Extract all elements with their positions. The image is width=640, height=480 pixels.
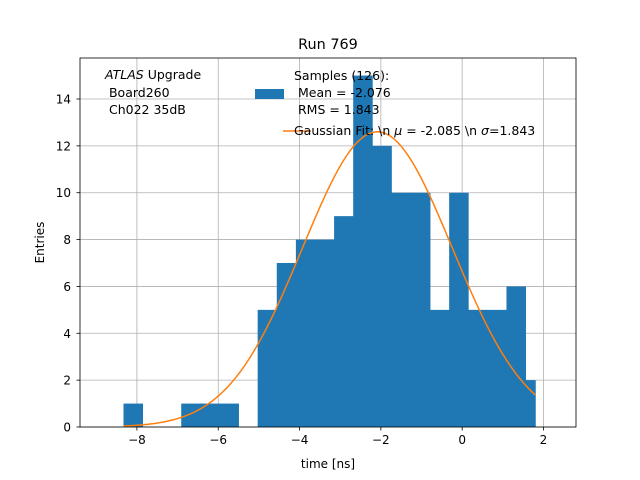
- histogram-bar: [391, 192, 412, 427]
- board-label: Board260: [105, 85, 170, 100]
- plot-frame: [79, 57, 577, 428]
- legend: Samples (126): Mean = -2.076 RMS = 1.843…: [255, 68, 535, 138]
- y-tick-label: 10: [56, 186, 71, 200]
- x-tick-label: −8: [128, 433, 146, 447]
- y-axis-label: Entries: [33, 222, 47, 264]
- histogram-bar: [430, 309, 450, 427]
- legend-samples-rms: RMS = 1.843: [294, 102, 380, 117]
- y-tick-label: 0: [63, 421, 71, 435]
- histogram-bar: [295, 239, 316, 427]
- legend-samples-title: Samples (126):: [294, 68, 389, 83]
- gaussian-fit-line: [123, 131, 536, 427]
- atlas-annotation-line1: ATLAS Upgrade: [104, 67, 201, 82]
- histogram-bar: [257, 309, 278, 427]
- y-tick-label: 6: [63, 280, 71, 294]
- fit-label-prefix: Gaussian Fit: \n: [294, 123, 394, 138]
- histogram-bar: [353, 75, 373, 428]
- channel-label: Ch022 35dB: [105, 102, 186, 117]
- histogram-bar: [410, 192, 431, 427]
- y-tick-label: 8: [63, 233, 71, 247]
- x-axis-label: time [ns]: [301, 457, 355, 471]
- x-tick-label: −6: [209, 433, 227, 447]
- x-tick-label: −2: [372, 433, 390, 447]
- atlas-label: ATLAS: [104, 67, 144, 82]
- chart-title: Run 769: [298, 37, 358, 53]
- x-axis-ticks: −8 −6 −4 −2 0 2: [128, 427, 547, 447]
- y-tick-label: 2: [63, 374, 71, 388]
- histogram-bar: [334, 216, 354, 427]
- y-tick-label: 14: [56, 93, 71, 107]
- histogram-bar: [449, 192, 469, 427]
- sigma-symbol: σ: [481, 123, 490, 138]
- histogram-bar: [468, 309, 488, 427]
- sigma-value: =1.843: [489, 123, 535, 138]
- x-tick-label: 2: [540, 433, 548, 447]
- upgrade-label: Upgrade: [144, 67, 202, 82]
- histogram-bar: [276, 263, 297, 427]
- atlas-annotation: ATLAS Upgrade Board260 Ch022 35dB: [104, 67, 201, 117]
- mu-symbol: μ: [393, 123, 402, 138]
- histogram-bar: [314, 239, 335, 427]
- mu-value: = -2.085 \n: [402, 123, 481, 138]
- histogram-bar: [506, 286, 526, 427]
- histogram-bar: [487, 309, 507, 427]
- histogram-bar: [200, 403, 220, 427]
- histogram-bar: [123, 403, 144, 427]
- histogram-bar: [181, 403, 201, 427]
- y-tick-label: 4: [63, 327, 71, 341]
- legend-samples-mean: Mean = -2.076: [294, 85, 391, 100]
- y-axis-ticks: 0 2 4 6 8 10 12 14: [56, 93, 80, 435]
- histogram-bar: [219, 403, 239, 427]
- legend-samples-swatch: [255, 89, 284, 99]
- x-tick-label: −4: [291, 433, 309, 447]
- histogram-bar: [525, 380, 536, 427]
- histogram-bar: [372, 145, 392, 427]
- y-tick-label: 12: [56, 139, 71, 153]
- x-tick-label: 0: [458, 433, 466, 447]
- legend-fit-label: Gaussian Fit: \n μ = -2.085 \n σ=1.843: [294, 123, 535, 138]
